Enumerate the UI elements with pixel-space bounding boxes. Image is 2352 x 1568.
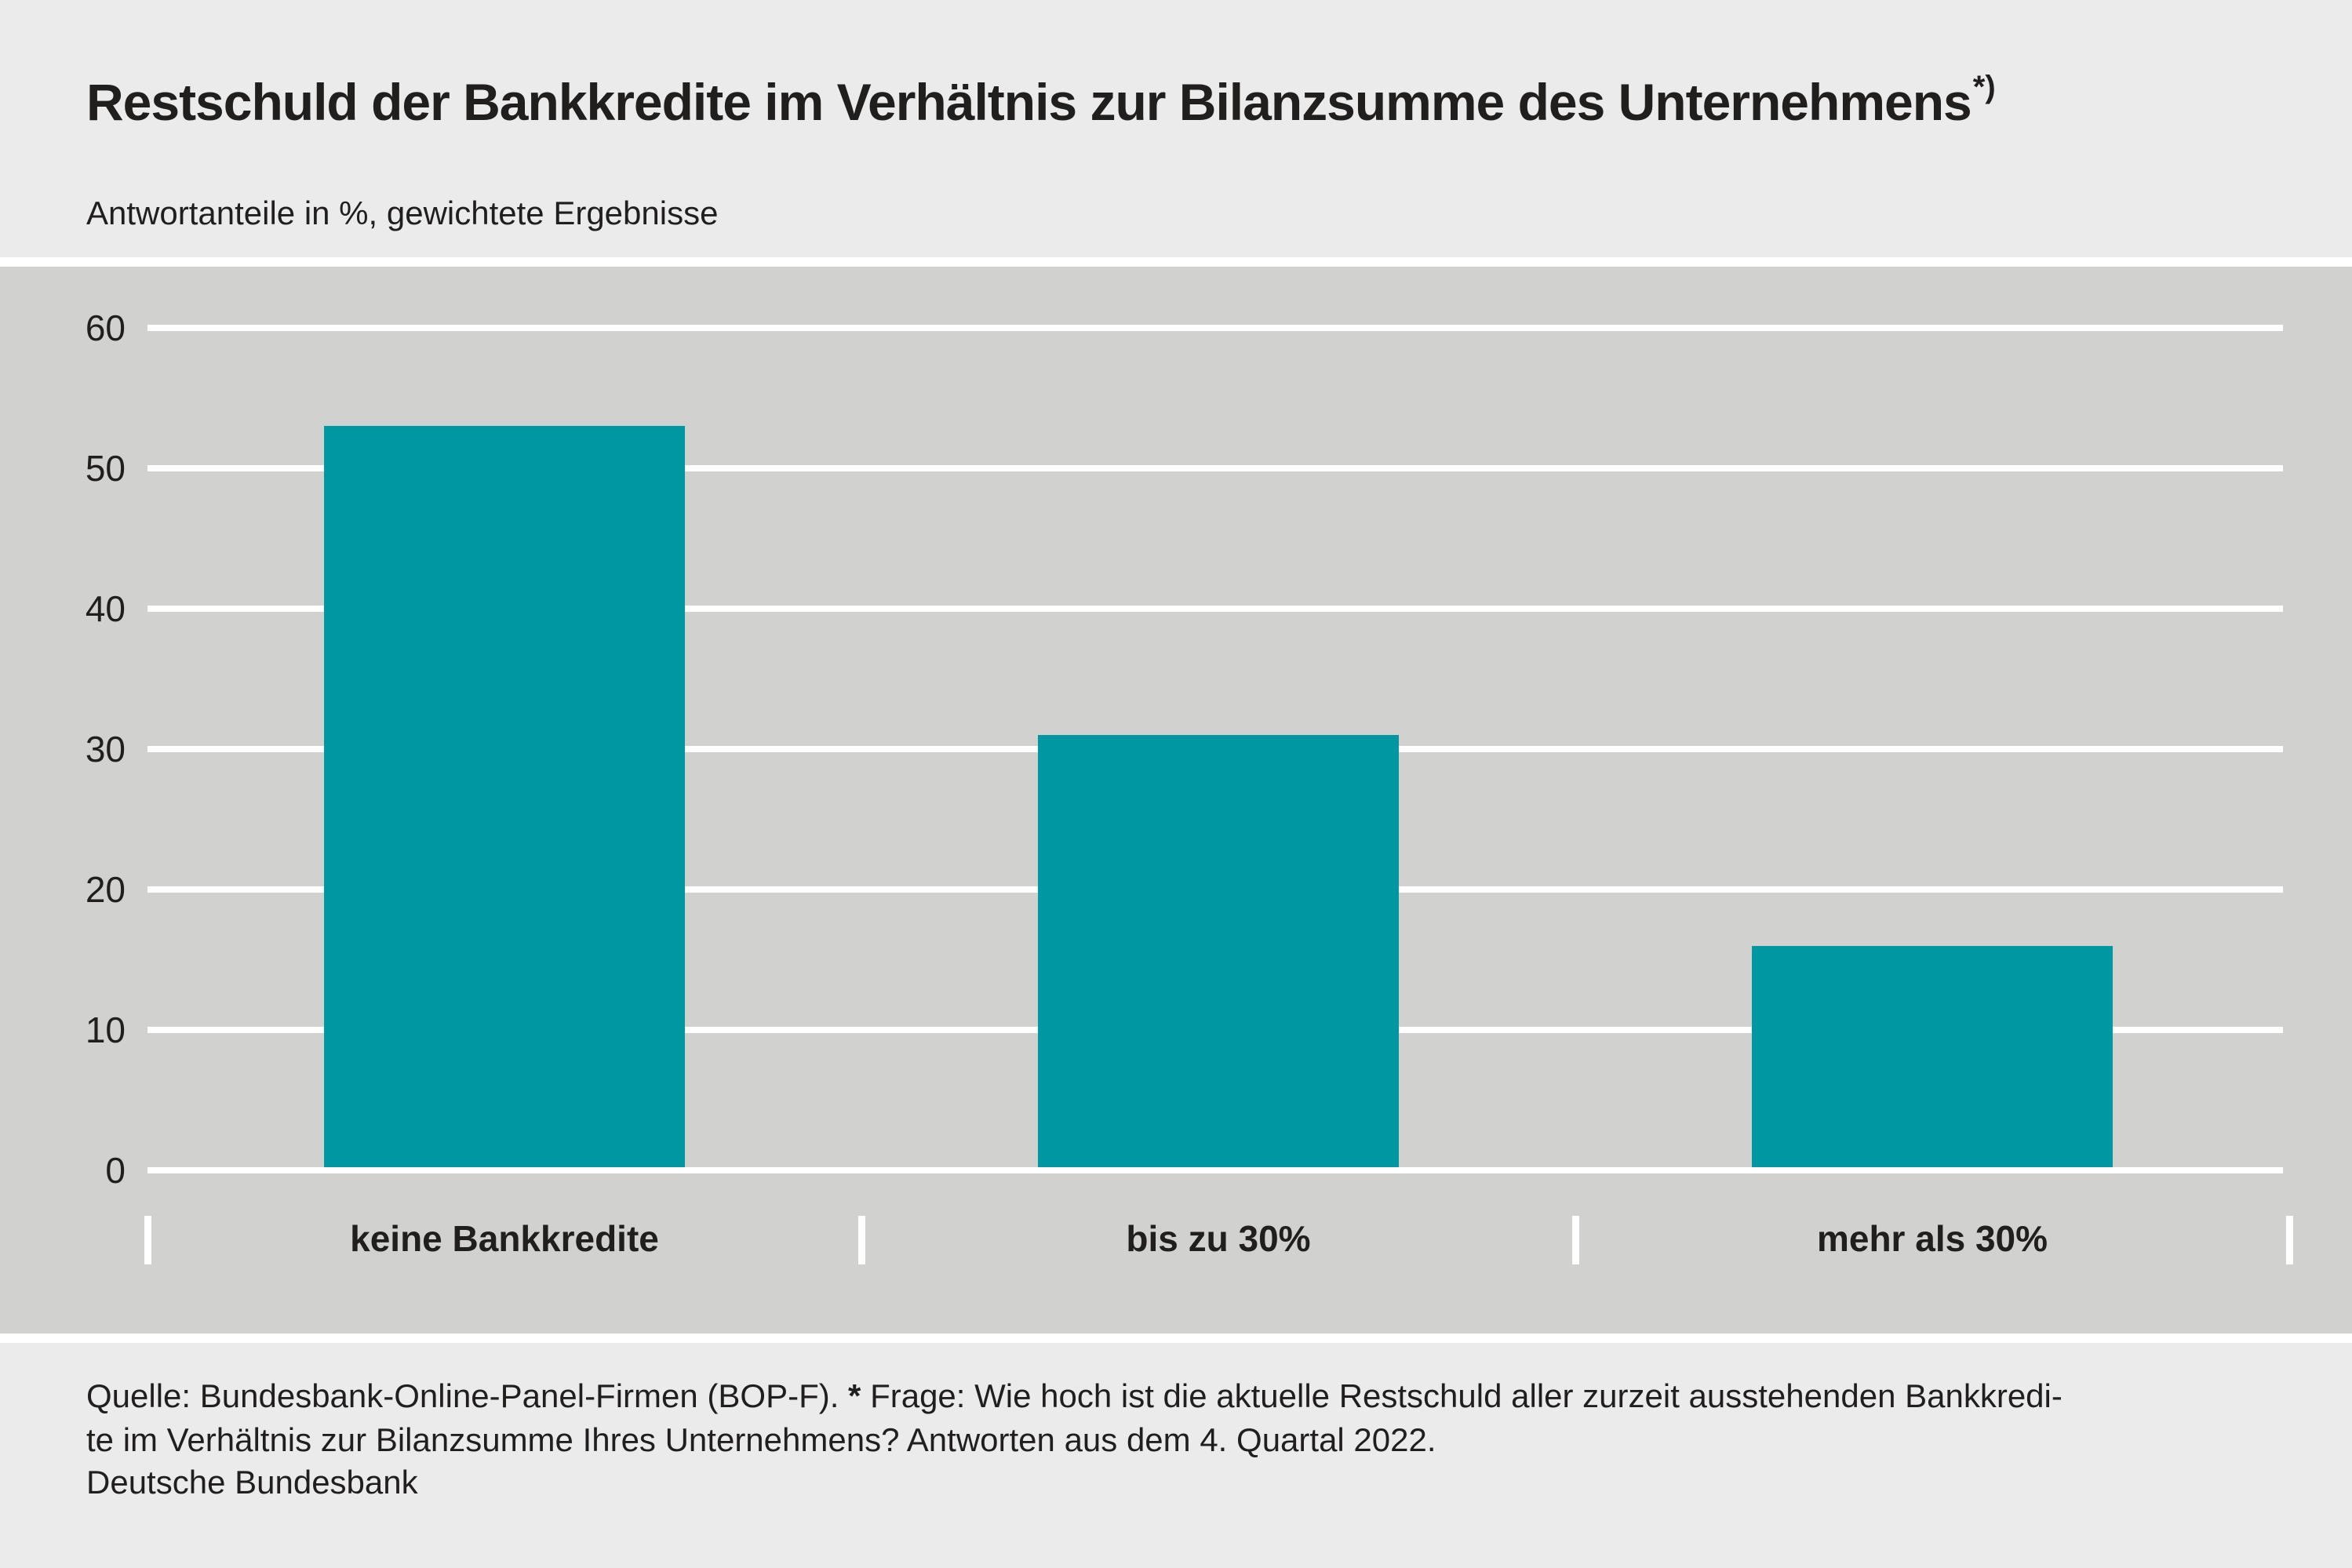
question-text-line2: te im Verhältnis zur Bilanzsumme Ihres U…: [86, 1421, 1436, 1458]
x-axis-tick-3: [2286, 1216, 2293, 1264]
chart-subtitle: Antwortanteile in %, gewichtete Ergebnis…: [86, 195, 719, 231]
y-axis-label-0: 0: [105, 1150, 126, 1191]
bar-keine-bankkredite: [324, 426, 685, 1167]
gridline-60: [147, 325, 2283, 331]
category-label-keine-bankkredite: keine Bankkredite: [350, 1218, 659, 1259]
x-axis-tick-0: [144, 1216, 151, 1264]
category-label-mehr-als-30-: mehr als 30%: [1816, 1218, 2048, 1259]
y-axis-label-40: 40: [85, 588, 126, 629]
footnote-marker: *): [1972, 70, 1996, 104]
bar-bis-zu-30-: [1038, 735, 1399, 1167]
gridline-40: [147, 606, 2283, 612]
bar-mehr-als-30-: [1752, 945, 2113, 1167]
category-label-bis-zu-30-: bis zu 30%: [1126, 1218, 1311, 1259]
y-axis-label-50: 50: [85, 448, 126, 489]
y-axis-label-10: 10: [85, 1010, 126, 1050]
footnote-star: *: [848, 1377, 861, 1414]
gridline-50: [147, 465, 2283, 471]
y-axis-label-60: 60: [85, 307, 126, 348]
question-text-line1: Frage: Wie hoch ist die aktuelle Restsch…: [861, 1377, 2063, 1414]
chart-title-text: Restschuld der Bankkredite im Verhältnis…: [86, 73, 1972, 131]
y-axis-label-30: 30: [85, 729, 126, 769]
gridline-0: [147, 1167, 2283, 1173]
source-footnote: Quelle: Bundesbank-Online-Panel-Firmen (…: [86, 1374, 2299, 1462]
brand-label: Deutsche Bundesbank: [86, 1464, 418, 1501]
x-axis-tick-2: [1572, 1216, 1579, 1264]
x-axis-tick-1: [858, 1216, 865, 1264]
chart-title: Restschuld der Bankkredite im Verhältnis…: [86, 70, 1996, 132]
y-axis-label-20: 20: [85, 869, 126, 910]
source-text: Quelle: Bundesbank-Online-Panel-Firmen (…: [86, 1377, 849, 1414]
